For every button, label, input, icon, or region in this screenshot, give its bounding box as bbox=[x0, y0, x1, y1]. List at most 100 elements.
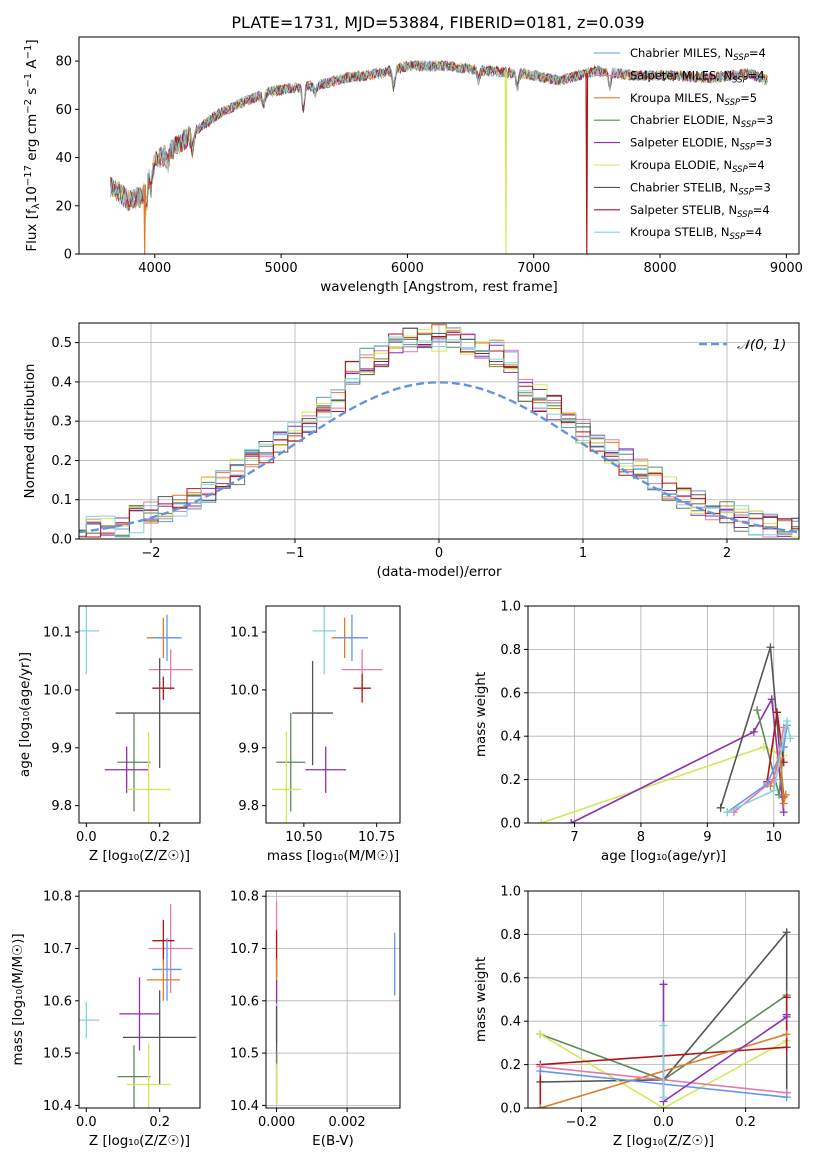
y-tick-label: 0.1 bbox=[51, 493, 72, 508]
y-tick-label: 0 bbox=[64, 248, 72, 263]
y-tick-label: 0.6 bbox=[500, 686, 521, 701]
axes-frame bbox=[78, 322, 800, 540]
legend-entry: Chabrier ELODIE, NSSP=3 bbox=[630, 113, 773, 130]
x-tick-label: 0 bbox=[435, 546, 443, 561]
weight-marker-salpeter-elodie bbox=[749, 727, 758, 736]
x-tick-label: 7000 bbox=[517, 261, 550, 276]
y-label-part: s bbox=[24, 88, 40, 99]
y-tick-label: 9.8 bbox=[51, 799, 72, 814]
mass-vs-extinction-plot: 0.000 0.002 10.4 10.5 10.6 10.7 10.8 E(B-V) bbox=[230, 890, 401, 1149]
plot-area bbox=[79, 904, 197, 1108]
weight-marker-kroupa-elodie bbox=[536, 1030, 545, 1039]
x-tick-label: 0.0 bbox=[76, 830, 97, 845]
axes-frame bbox=[265, 605, 401, 824]
y-tick-label: 10.1 bbox=[43, 626, 72, 641]
x-tick-label: 0.0 bbox=[653, 1115, 674, 1130]
y-tick-label: 0.0 bbox=[51, 533, 72, 548]
y-tick-label: 0.0 bbox=[500, 1102, 521, 1117]
y-tick-label: 0.8 bbox=[500, 928, 521, 943]
x-tick-label: 10 bbox=[765, 830, 782, 845]
weight-marker-chabrier-stelib bbox=[766, 643, 775, 652]
y-tick-label: 10.8 bbox=[230, 890, 259, 905]
x-tick-label: 8000 bbox=[644, 261, 677, 276]
legend-entry: Salpeter ELODIE, NSSP=3 bbox=[630, 136, 772, 153]
legend-entry-n: =4 bbox=[748, 158, 765, 172]
y-tick-label: 10.0 bbox=[43, 683, 72, 698]
weight-marker-chabrier-miles bbox=[536, 1067, 545, 1076]
legend-entry-name: Kroupa ELODIE, N bbox=[630, 158, 732, 172]
y-tick-label: 0.2 bbox=[500, 1058, 521, 1073]
x-tick-label: 0.2 bbox=[735, 1115, 756, 1130]
x-tick-label: 8 bbox=[637, 830, 645, 845]
legend-entry: Salpeter MILES, NSSP=4 bbox=[630, 68, 765, 85]
x-tick-label: 0.2 bbox=[149, 830, 170, 845]
legend-entry-name: Salpeter STELIB, N bbox=[630, 203, 737, 217]
x-tick-label: 7 bbox=[570, 830, 578, 845]
legend-entry: Kroupa STELIB, NSSP=4 bbox=[630, 225, 762, 242]
axes-frame bbox=[527, 890, 800, 1109]
y-label-part: −1 bbox=[23, 73, 34, 88]
weight-marker-kroupa-stelib bbox=[786, 734, 795, 743]
y-label-part: 10 bbox=[24, 186, 40, 203]
weight-line-chabrier-miles bbox=[726, 725, 788, 813]
x-tick-label: 1 bbox=[579, 546, 587, 561]
plot-area bbox=[79, 606, 200, 823]
y-tick-label: 0.3 bbox=[51, 415, 72, 430]
legend-entry-name: Chabrier MILES, N bbox=[630, 46, 733, 60]
x-tick-label: 6000 bbox=[391, 261, 424, 276]
legend-entry: Salpeter STELIB, NSSP=4 bbox=[630, 203, 770, 220]
y-tick-label: 10.6 bbox=[230, 994, 259, 1009]
y-tick-label: 10.6 bbox=[43, 994, 72, 1009]
x-tick-label: −2 bbox=[141, 546, 160, 561]
spectrum-line-kroupa-stelib bbox=[110, 59, 768, 207]
legend-entry: Kroupa MILES, NSSP=5 bbox=[630, 91, 757, 108]
y-tick-label: 0.4 bbox=[500, 730, 521, 745]
y-tick-label: 0.4 bbox=[51, 375, 72, 390]
x-axis-label: E(B-V) bbox=[312, 1133, 354, 1149]
x-axis-label: mass [log₁₀(M/M☉)] bbox=[267, 848, 399, 864]
x-axis-label: wavelength [Angstrom, rest frame] bbox=[320, 279, 558, 295]
x-axis-label: Z [log₁₀(Z/Z☉)] bbox=[89, 848, 190, 864]
weight-vs-metallicity-plot: −0.2 0.0 0.2 0.0 0.2 0.4 0.6 0.8 1.0 Z [log₁₀(Z/Z… bbox=[473, 885, 800, 1149]
weight-line-kroupa-elodie bbox=[541, 746, 785, 823]
y-axis-label: mass weight bbox=[473, 957, 489, 1042]
weight-marker-chabrier-miles bbox=[763, 779, 772, 788]
y-tick-label: 80 bbox=[55, 55, 72, 70]
x-tick-label: 4000 bbox=[138, 261, 171, 276]
y-tick-label: 0.4 bbox=[500, 1015, 521, 1030]
weight-marker-kroupa-miles bbox=[782, 1030, 791, 1039]
legend-entry: 𝒩(0, 1) bbox=[737, 337, 786, 353]
mass-vs-metallicity-plot: 0.0 0.2 10.4 10.5 10.6 10.7 10.8 Z [log₁₀(Z/Z☉)… bbox=[10, 890, 201, 1149]
y-tick-label: 0.5 bbox=[51, 336, 72, 351]
spectrum-dropout bbox=[585, 73, 589, 254]
histogram-kroupa-stelib bbox=[79, 336, 799, 537]
y-tick-label: 0.0 bbox=[500, 817, 521, 832]
y-tick-label: 40 bbox=[55, 151, 72, 166]
legend-entry-name: Kroupa STELIB, N bbox=[630, 225, 730, 239]
x-tick-label: 0.2 bbox=[149, 1115, 170, 1130]
weight-marker-kroupa-elodie bbox=[537, 819, 546, 823]
y-tick-label: 60 bbox=[55, 103, 72, 118]
y-tick-label: 10.8 bbox=[43, 890, 72, 905]
legend-entry-sub: SSP bbox=[732, 75, 748, 85]
plot-area bbox=[110, 59, 768, 254]
axes-frame bbox=[78, 36, 800, 255]
weight-marker-salpeter-stelib bbox=[782, 1043, 791, 1052]
weight-line-kroupa-stelib bbox=[726, 720, 792, 813]
legend-entry-sub: SSP bbox=[737, 210, 753, 220]
axes-frame bbox=[78, 890, 201, 1109]
legend-entry-name: Chabrier ELODIE, N bbox=[630, 113, 741, 127]
y-label-part: Flux [f bbox=[24, 208, 40, 252]
plot-area bbox=[271, 606, 383, 823]
x-tick-label: 5000 bbox=[265, 261, 298, 276]
age-vs-metallicity-plot: 0.0 0.2 9.8 9.9 10.0 10.1 Z [log₁₀(Z/Z☉)] age [… bbox=[17, 605, 201, 864]
weight-marker-kroupa-miles bbox=[781, 790, 790, 799]
weight-marker-salpeter-stelib bbox=[773, 708, 782, 717]
x-tick-label: 10.50 bbox=[285, 830, 322, 845]
spectrum-plot: 4000 5000 6000 7000 8000 9000 0 20 40 60 80 wavelen… bbox=[23, 36, 803, 295]
weight-marker-chabrier-elodie bbox=[753, 706, 762, 715]
y-label-part: erg cm bbox=[24, 114, 40, 165]
histogram-salpeter-stelib bbox=[79, 333, 799, 538]
legend-entry-sub: SSP bbox=[730, 232, 746, 242]
x-tick-label: 0.0 bbox=[76, 1115, 97, 1130]
